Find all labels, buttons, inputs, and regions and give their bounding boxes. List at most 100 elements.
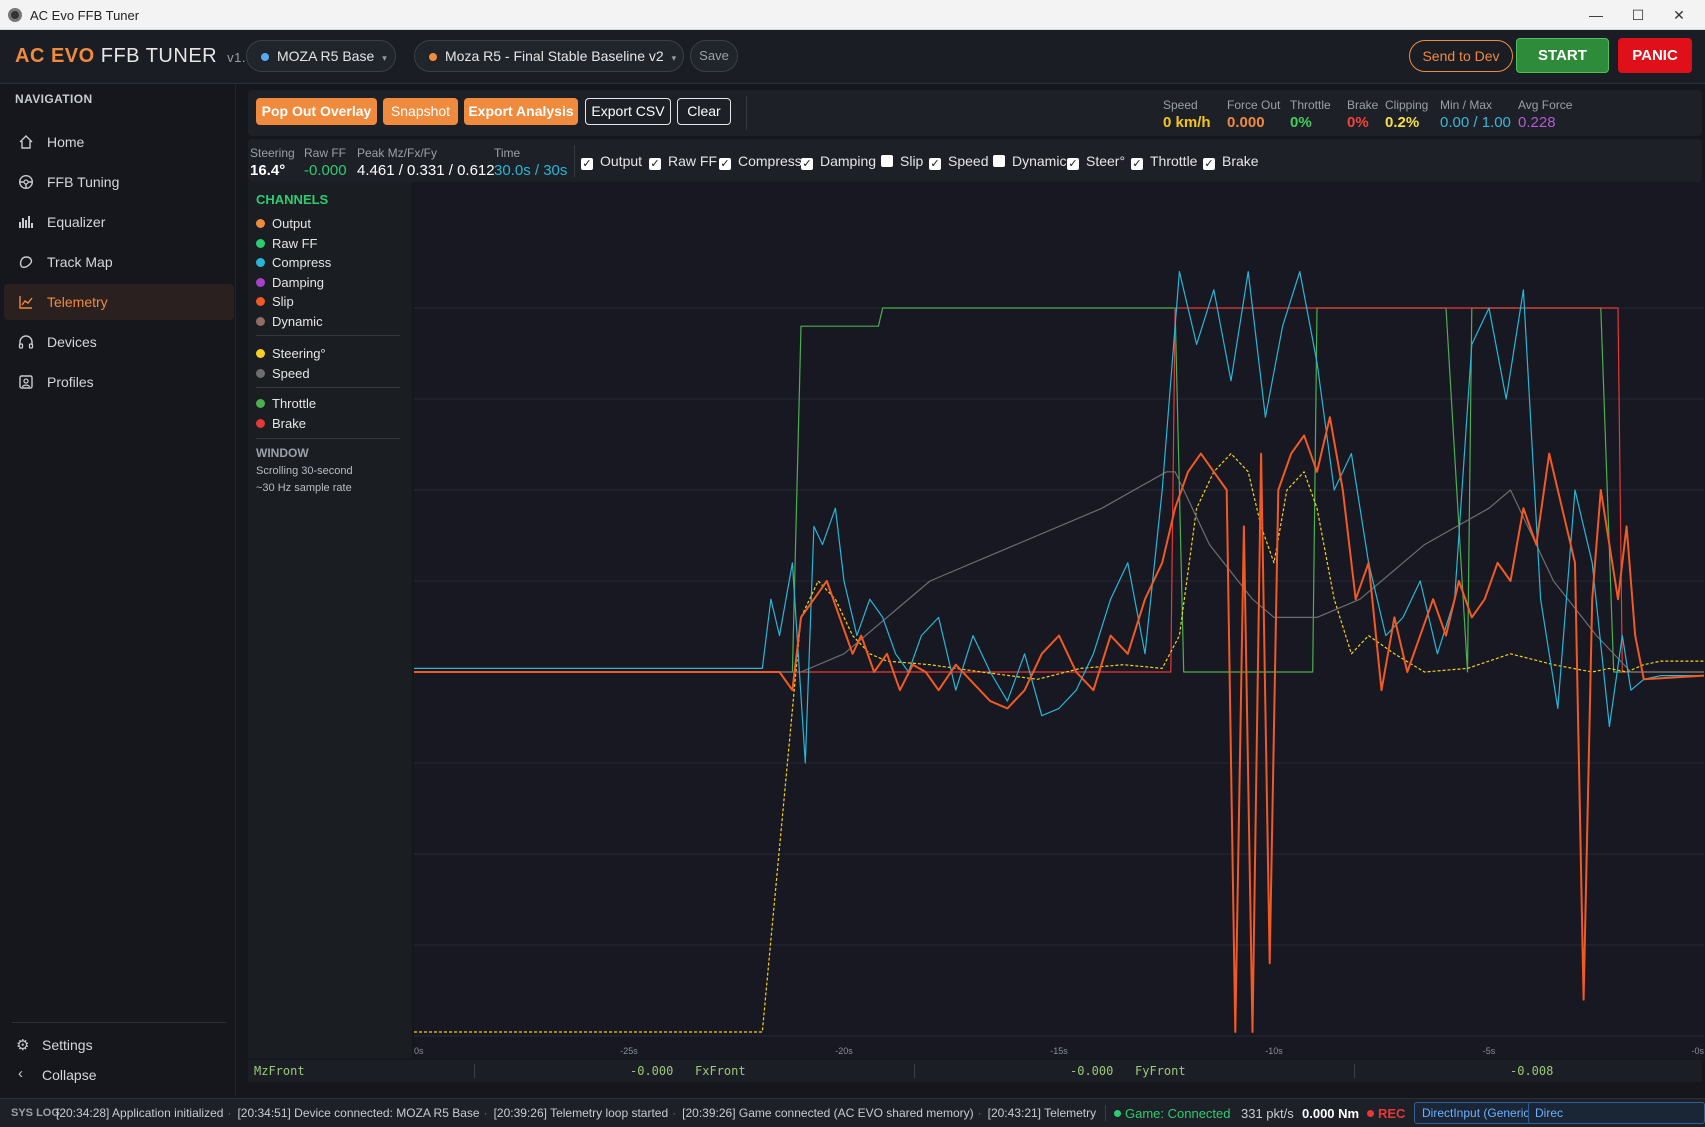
- checkbox-checked-icon[interactable]: ✓: [1131, 158, 1143, 170]
- panic-button[interactable]: PANIC: [1618, 38, 1692, 73]
- input-mode-badge-secondary[interactable]: Direc: [1528, 1102, 1705, 1124]
- stat-speed: Speed 0 km/h: [1163, 98, 1211, 131]
- readout-divider: [574, 145, 575, 177]
- readout-divider: [474, 1064, 475, 1078]
- toggle-speed[interactable]: ✓ Speed: [929, 153, 988, 170]
- sidebar-item-profiles[interactable]: Profiles: [4, 364, 234, 400]
- readout-bar: Steering 16.4° Raw FF -0.000 Peak Mz/Fx/Fy…: [248, 139, 1702, 182]
- sidebar-item-label: Home: [47, 134, 85, 150]
- stat-avg-force: Avg Force 0.228: [1518, 98, 1572, 131]
- collapse-button[interactable]: ‹ Collapse: [4, 1060, 234, 1090]
- channel-color-dot: [256, 238, 265, 248]
- toggle-steer[interactable]: ✓ Steer°: [1067, 153, 1125, 170]
- sidebar-divider: [12, 1022, 226, 1023]
- device-name: MOZA R5 Base: [277, 48, 375, 64]
- minimize-icon[interactable]: —: [1589, 7, 1603, 23]
- checkbox-checked-icon[interactable]: ✓: [929, 158, 941, 170]
- sidebar-item-devices[interactable]: Devices: [4, 324, 234, 360]
- channel-label: Throttle: [272, 396, 317, 411]
- checkbox-empty-icon[interactable]: [993, 155, 1005, 167]
- log-separator: ·: [227, 1106, 232, 1120]
- clear-button[interactable]: Clear: [677, 98, 731, 125]
- sidebar-item-label: Profiles: [47, 374, 94, 390]
- home-icon: [19, 135, 33, 149]
- toggle-label: Output: [600, 153, 643, 169]
- status-divider: [1105, 1105, 1106, 1121]
- chevron-down-icon: ▾: [382, 53, 387, 63]
- start-button[interactable]: START: [1516, 38, 1609, 73]
- checkbox-checked-icon[interactable]: ✓: [581, 158, 593, 170]
- toggle-compress[interactable]: ✓ Compress: [719, 153, 802, 170]
- toggle-output[interactable]: ✓ Output: [581, 153, 642, 170]
- rec-indicator[interactable]: REC: [1378, 1106, 1406, 1121]
- series-speed: [414, 471, 1704, 673]
- line-chart-icon: [19, 296, 33, 309]
- channel-speed: Speed: [256, 366, 310, 381]
- sidebar-item-ffb-tuning[interactable]: FFB Tuning: [4, 164, 234, 200]
- gear-icon: ⚙: [16, 1037, 30, 1054]
- channel-separator: [256, 335, 400, 336]
- sidebar-item-equalizer[interactable]: Equalizer: [4, 204, 234, 240]
- chevron-left-icon: ‹: [18, 1065, 23, 1082]
- readout-raw-ff: Raw FF -0.000: [304, 146, 347, 179]
- x-tick-label: -10s: [1265, 1046, 1283, 1056]
- stat-force-out: Force Out 0.000: [1227, 98, 1280, 131]
- readout-label: Raw FF: [304, 146, 346, 160]
- close-icon[interactable]: ✕: [1673, 7, 1685, 23]
- export-csv-button[interactable]: Export CSV: [585, 98, 671, 125]
- readout-divider: [914, 1064, 915, 1078]
- stat-label: Speed: [1163, 98, 1198, 112]
- checkbox-checked-icon[interactable]: ✓: [801, 158, 813, 170]
- stat-value: 0 km/h: [1163, 114, 1211, 131]
- settings-button[interactable]: ⚙ Settings: [4, 1030, 234, 1060]
- checkbox-checked-icon[interactable]: ✓: [649, 158, 661, 170]
- save-profile-button[interactable]: Save: [690, 40, 738, 72]
- input-mode-badge[interactable]: DirectInput (Generic): [1414, 1102, 1542, 1124]
- send-to-dev-button[interactable]: Send to Dev: [1409, 40, 1513, 72]
- channel-brake: Brake: [256, 416, 306, 431]
- sidebar-item-track-map[interactable]: Track Map: [4, 244, 234, 280]
- profile-icon: [19, 375, 33, 389]
- toggle-damping[interactable]: ✓ Damping: [801, 153, 876, 170]
- window-title: AC Evo FFB Tuner: [30, 8, 140, 23]
- maximize-icon[interactable]: ☐: [1631, 7, 1645, 23]
- checkbox-checked-icon[interactable]: ✓: [719, 158, 731, 170]
- telemetry-chart[interactable]: 0s -25s -20s -15s -10s -5s -0s: [414, 182, 1704, 1058]
- snapshot-button[interactable]: Snapshot: [383, 98, 458, 125]
- device-selector[interactable]: MOZA R5 Base ▾: [246, 40, 396, 72]
- toggle-dynamic[interactable]: Dynamic: [993, 153, 1066, 169]
- channel-color-dot: [256, 418, 265, 428]
- profile-selector[interactable]: Moza R5 - Final Stable Baseline v2 ▾: [414, 40, 684, 72]
- channel-compress: Compress: [256, 255, 331, 270]
- toggle-label: Throttle: [1150, 153, 1198, 169]
- toggle-brake[interactable]: ✓ Brake: [1203, 153, 1259, 170]
- sidebar-item-label: FFB Tuning: [47, 174, 120, 190]
- checkbox-empty-icon[interactable]: [881, 155, 893, 167]
- toggle-throttle[interactable]: ✓ Throttle: [1131, 153, 1197, 170]
- toggle-raw-ff[interactable]: ✓ Raw FF: [649, 153, 717, 170]
- top-bar: AC EVO FFB TUNER v1.9.0 MOZA R5 Base ▾ Mo…: [0, 30, 1705, 84]
- mzfront-value: -0.000: [630, 1064, 674, 1078]
- sidebar-item-label: Devices: [47, 334, 97, 350]
- stat-value: 0.2%: [1385, 114, 1420, 131]
- channel-output: Output: [256, 216, 311, 231]
- checkbox-checked-icon[interactable]: ✓: [1067, 158, 1079, 170]
- chevron-down-icon: ▾: [671, 53, 677, 63]
- toolbar-divider: [746, 96, 747, 130]
- game-status: Game: Connected: [1125, 1106, 1231, 1121]
- device-status-dot: [261, 53, 269, 62]
- checkbox-checked-icon[interactable]: ✓: [1203, 158, 1215, 170]
- toggle-slip[interactable]: Slip: [881, 153, 923, 169]
- x-tick-label: -25s: [620, 1046, 638, 1056]
- stat-value: 0.00 / 1.00: [1440, 114, 1511, 131]
- fyfront-label: FyFront: [1135, 1064, 1186, 1078]
- export-analysis-button[interactable]: Export Analysis: [464, 98, 578, 125]
- window-titlebar: AC Evo FFB Tuner — ☐ ✕: [0, 0, 1705, 30]
- pop-out-overlay-button[interactable]: Pop Out Overlay: [256, 98, 377, 125]
- mzfront-label: MzFront: [254, 1064, 305, 1078]
- sidebar-item-home[interactable]: Home: [4, 124, 234, 160]
- channel-label: Brake: [272, 415, 306, 431]
- fyfront-value: -0.008: [1510, 1064, 1554, 1078]
- log-entry: [20:43:21] Telemetry loop stopped: [987, 1106, 1096, 1120]
- sidebar-item-telemetry[interactable]: Telemetry: [4, 284, 234, 320]
